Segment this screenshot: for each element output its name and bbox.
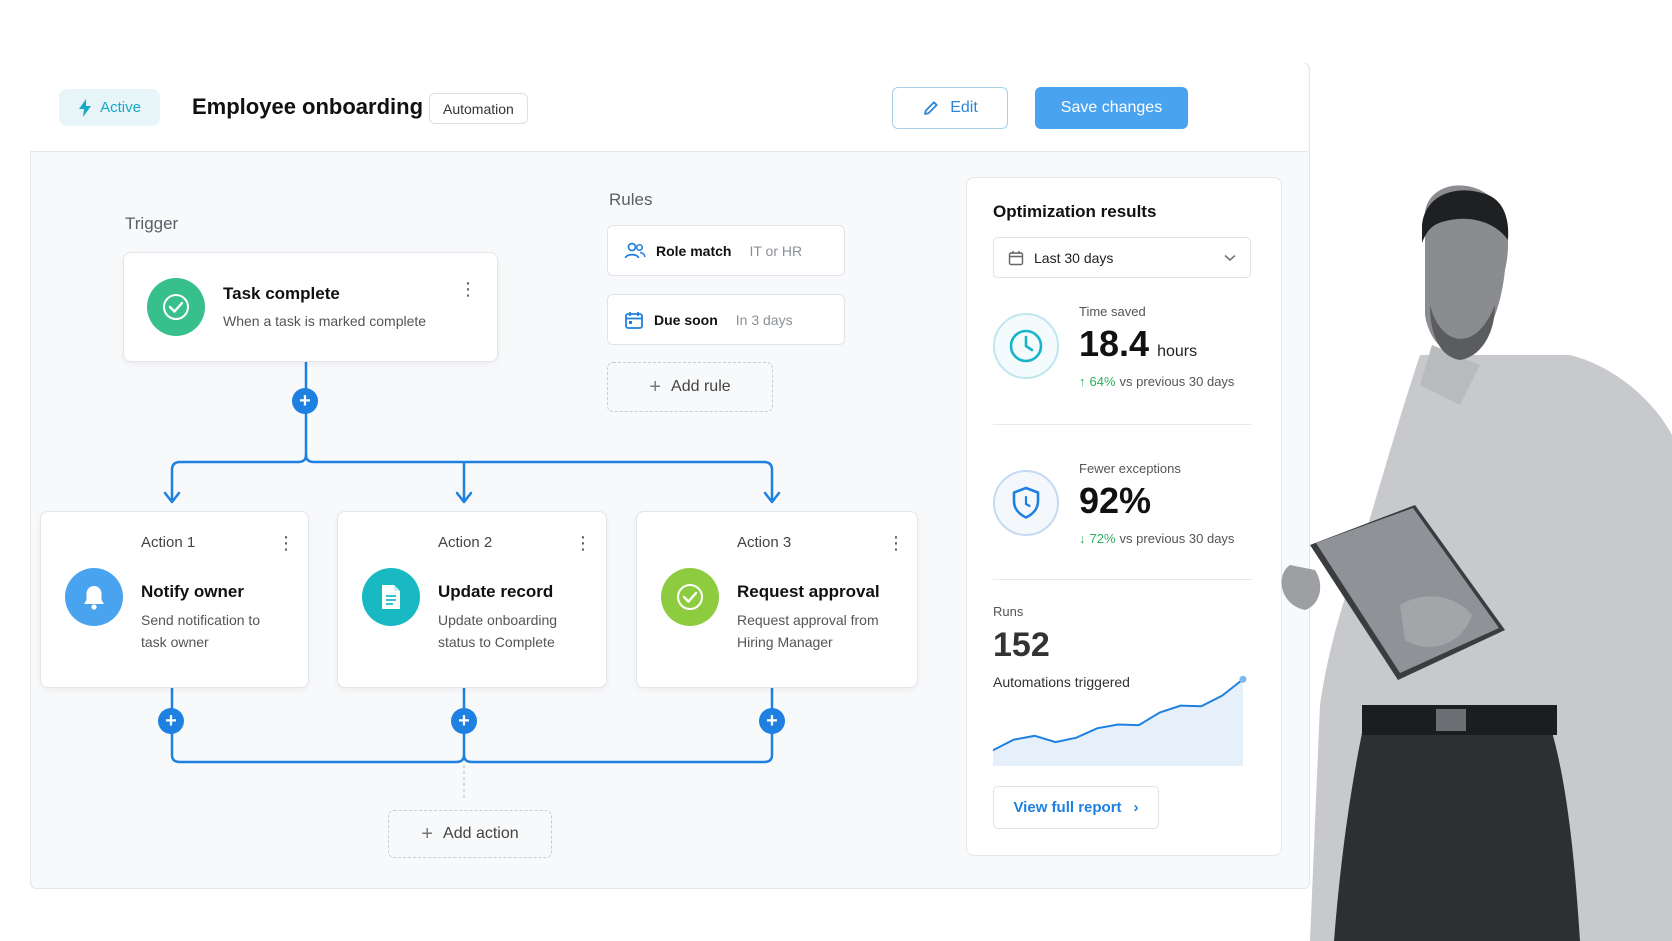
chart-line	[993, 678, 1244, 752]
edit-label: Edit	[950, 99, 978, 116]
time-saved-unit: hours	[1157, 343, 1198, 360]
calendar-icon	[1008, 250, 1024, 265]
divider	[993, 579, 1251, 580]
rule-value: In 3 days	[735, 311, 793, 328]
bell-icon	[65, 568, 123, 626]
add-rule-button[interactable]: + Add rule	[607, 362, 773, 412]
rule-role-match[interactable]: Role match IT or HR	[607, 225, 845, 276]
arrow-down-icon: ↓	[1079, 531, 1086, 546]
page-title: Employee onboarding	[192, 94, 424, 119]
kebab-menu-icon[interactable]: ⋮	[887, 533, 905, 553]
add-step-button[interactable]: +	[451, 708, 477, 734]
rule-due-soon[interactable]: Due soon In 3 days	[607, 294, 845, 345]
rule-value: IT or HR	[749, 242, 803, 259]
kebab-menu-icon[interactable]: ⋮	[277, 533, 295, 553]
plus-icon: +	[649, 375, 662, 398]
trigger-title: Task complete	[223, 284, 340, 303]
lightning-icon	[79, 98, 92, 117]
action-line1: Request approval from	[737, 612, 879, 628]
shield-icon	[993, 470, 1059, 536]
kebab-menu-icon[interactable]: ⋮	[574, 533, 592, 553]
edit-button[interactable]: Edit	[892, 87, 1008, 129]
optimization-results-panel: Optimization results Last 30 days Time s…	[966, 177, 1282, 856]
save-changes-button[interactable]: Save changes	[1035, 87, 1188, 129]
check-circle-icon	[661, 568, 719, 626]
action-card-1[interactable]: Action 1 ⋮ Notify owner Send notificatio…	[40, 511, 309, 688]
arrow-up-icon: ↑	[1079, 374, 1086, 389]
trigger-description: When a task is marked complete	[223, 313, 427, 329]
exceptions-change: ↓ 72% vs previous 30 days	[1079, 531, 1234, 546]
add-step-button[interactable]: +	[292, 388, 318, 414]
document-icon	[362, 568, 420, 626]
rule-name: Role match	[656, 242, 732, 259]
action-title: Update record	[438, 582, 554, 601]
rule-name: Due soon	[654, 311, 718, 328]
trigger-card[interactable]: Task complete When a task is marked comp…	[123, 252, 498, 362]
plus-icon: +	[421, 822, 434, 845]
action-line1: Update onboarding	[438, 612, 558, 628]
add-rule-label: Add rule	[671, 378, 731, 395]
add-step-button[interactable]: +	[158, 708, 184, 734]
add-step-button[interactable]: +	[759, 708, 785, 734]
status-label: Active	[100, 99, 141, 116]
exceptions-label: Fewer exceptions	[1079, 461, 1181, 476]
results-title: Optimization results	[993, 202, 1157, 221]
trigger-section-label: Trigger	[125, 214, 179, 233]
action-label: Action 3	[737, 534, 792, 551]
action-card-2[interactable]: Action 2 ⋮ Update record Update onboardi…	[337, 511, 607, 688]
calendar-icon	[625, 311, 643, 329]
chart-area	[993, 679, 1243, 766]
action-title: Request approval	[737, 582, 880, 601]
users-icon	[624, 242, 646, 258]
change-value: 64%	[1089, 374, 1116, 389]
period-select[interactable]: Last 30 days	[993, 237, 1251, 278]
time-saved-metric: 18.4 hours	[1079, 323, 1197, 365]
exceptions-value: 92%	[1079, 480, 1152, 521]
status-badge: Active	[59, 89, 160, 126]
pencil-icon	[924, 101, 938, 115]
add-action-label: Add action	[443, 825, 519, 842]
runs-area-chart	[993, 675, 1247, 766]
view-full-report-button[interactable]: View full report ›	[993, 786, 1159, 829]
time-saved-value: 18.4	[1079, 323, 1150, 364]
chevron-right-icon: ›	[1133, 799, 1139, 816]
runs-value: 152	[993, 626, 1050, 664]
rules-section-label: Rules	[609, 190, 653, 209]
action-label: Action 2	[438, 534, 493, 551]
kebab-menu-icon[interactable]: ⋮	[459, 279, 477, 299]
chevron-down-icon	[1224, 254, 1236, 261]
runs-caption: Automations triggered	[993, 674, 1130, 690]
report-label: View full report	[1013, 799, 1122, 816]
runs-label: Runs	[993, 604, 1024, 619]
change-compare: vs previous 30 days	[1119, 531, 1235, 546]
action-label: Action 1	[141, 534, 196, 551]
period-value: Last 30 days	[1034, 249, 1114, 266]
clock-icon	[993, 313, 1059, 379]
action-card-3[interactable]: Action 3 ⋮ Request approval Request appr…	[636, 511, 918, 688]
add-action-button[interactable]: + Add action	[388, 810, 552, 858]
divider	[993, 424, 1251, 425]
action-line2: status to Complete	[438, 634, 555, 650]
change-compare: vs previous 30 days	[1119, 374, 1235, 389]
check-circle-icon	[147, 278, 205, 336]
time-saved-change: ↑ 64% vs previous 30 days	[1079, 374, 1234, 389]
action-line2: task owner	[141, 634, 209, 650]
chart-point	[1239, 675, 1247, 683]
action-line2: Hiring Manager	[737, 634, 833, 650]
type-tag: Automation	[429, 93, 528, 124]
change-value: 72%	[1089, 531, 1116, 546]
time-saved-label: Time saved	[1079, 304, 1146, 319]
action-line1: Send notification to	[141, 612, 261, 628]
action-title: Notify owner	[141, 582, 244, 601]
person-photo	[1281, 185, 1672, 941]
